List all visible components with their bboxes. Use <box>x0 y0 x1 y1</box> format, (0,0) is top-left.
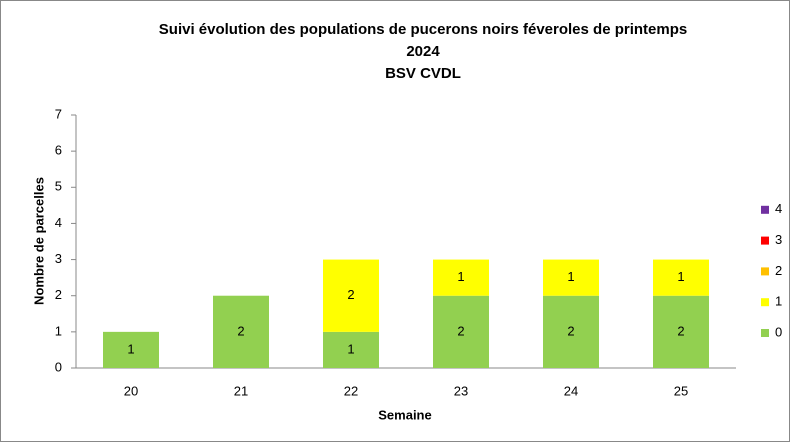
data-label: 1 <box>347 341 354 356</box>
bar-segment <box>323 331 379 368</box>
legend-swatch <box>761 298 769 307</box>
data-label: 2 <box>457 323 464 338</box>
bar-segment <box>433 295 489 368</box>
y-tick-label: 3 <box>55 251 62 266</box>
y-tick-label: 1 <box>55 323 62 338</box>
bar-segment <box>543 295 599 368</box>
legend-swatch <box>761 329 769 337</box>
bar-segment <box>653 295 709 368</box>
bar-segment <box>653 259 709 296</box>
y-tick-label: 2 <box>55 287 62 302</box>
y-tick-label: 6 <box>55 143 62 158</box>
chart-title: Suivi évolution des populations de pucer… <box>159 21 687 38</box>
x-tick-label: 21 <box>234 383 248 398</box>
legend-swatch <box>761 205 769 214</box>
legend-label: 4 <box>775 201 782 216</box>
data-label: 1 <box>677 269 684 284</box>
bar-segment <box>213 295 269 368</box>
data-label: 2 <box>347 287 354 302</box>
x-tick-label: 25 <box>674 383 688 398</box>
bar-segment <box>323 259 379 332</box>
data-label: 1 <box>127 341 134 356</box>
legend-swatch <box>761 236 769 245</box>
legend-label: 3 <box>775 232 782 247</box>
bar-segment <box>543 259 599 296</box>
x-tick-label: 24 <box>564 383 578 398</box>
chart-title: 2024 <box>406 43 440 60</box>
legend-label: 1 <box>775 294 782 309</box>
y-tick-label: 4 <box>55 215 62 230</box>
legend-label: 2 <box>775 263 782 278</box>
y-axis-title: Nombre de parcelles <box>31 177 46 305</box>
legend-label: 0 <box>775 324 782 339</box>
x-tick-label: 23 <box>454 383 468 398</box>
x-tick-label: 22 <box>344 383 358 398</box>
data-label: 1 <box>457 269 464 284</box>
y-tick-label: 5 <box>55 179 62 194</box>
y-tick-label: 7 <box>55 106 62 121</box>
x-tick-label: 20 <box>124 383 138 398</box>
y-tick-label: 0 <box>55 359 62 374</box>
data-label: 2 <box>567 323 574 338</box>
data-label: 2 <box>677 323 684 338</box>
legend-swatch <box>761 267 769 276</box>
chart-title: BSV CVDL <box>385 65 461 82</box>
x-axis-title: Semaine <box>378 407 431 422</box>
data-label: 2 <box>237 323 244 338</box>
bar-segment <box>103 331 159 368</box>
bar-segment <box>433 259 489 296</box>
data-label: 1 <box>567 269 574 284</box>
